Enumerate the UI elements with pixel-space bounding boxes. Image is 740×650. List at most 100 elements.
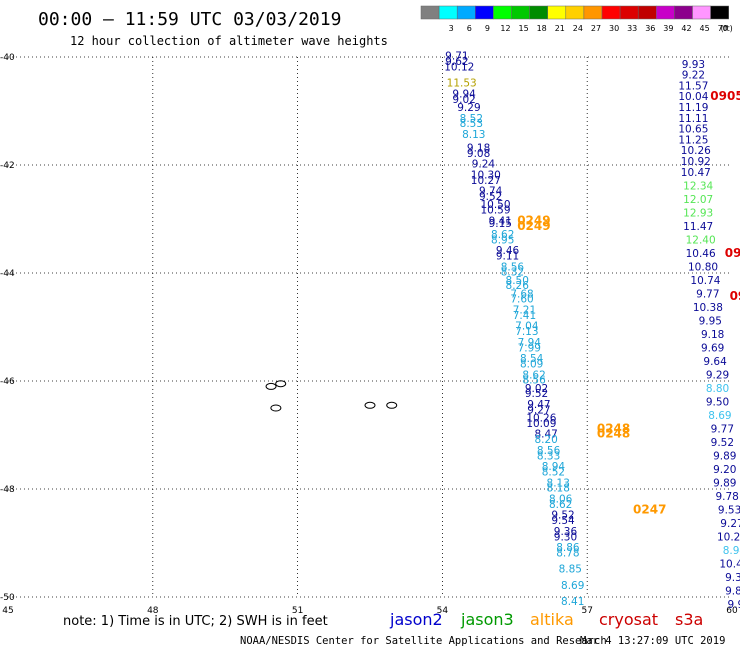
wave-height-label: 8.33: [537, 450, 560, 462]
wave-height-label: 7.68: [510, 288, 533, 300]
wave-height-label: 10.92: [681, 156, 711, 168]
wave-height-label: 10.23: [717, 531, 740, 543]
wave-height-label: 7.94: [518, 337, 542, 349]
colorbar-label: 45: [700, 24, 710, 33]
wave-height-label: 8.95: [491, 234, 514, 246]
colorbar-swatch: [674, 5, 693, 20]
wave-height-label: 8.69: [561, 580, 584, 592]
satellite-legend-jason2: jason2: [389, 610, 443, 629]
y-tick-label: -50: [0, 593, 15, 603]
wave-height-label: 9.18: [467, 143, 490, 155]
pass-time-label: 0249: [517, 213, 550, 227]
colorbar-swatch: [529, 5, 548, 20]
wave-height-label: 10.27: [471, 175, 501, 187]
wave-height-label: 9.95: [699, 315, 722, 327]
wave-height-label: 8.52: [542, 467, 565, 479]
satellite-legend-altika: altika: [530, 610, 574, 629]
chart-subtitle: 12 hour collection of altimeter wave hei…: [70, 34, 388, 48]
map-grid: [8, 56, 732, 598]
island-outline: [386, 401, 398, 409]
wave-height-label: 9.93: [682, 59, 705, 71]
colorbar-label: 9: [485, 24, 490, 33]
wave-height-label: 8.50: [506, 275, 529, 287]
pass-time-label: 0248: [597, 421, 630, 435]
colorbar-swatch: [656, 5, 675, 20]
wave-height-label: 9.78: [715, 491, 738, 503]
colorbar-swatch: [601, 5, 621, 20]
colorbar-swatch: [438, 5, 458, 20]
wave-height-label: 8.53: [460, 118, 483, 130]
wave-height-label: 9.41: [489, 215, 512, 227]
pass-time-label: 0249: [517, 219, 550, 233]
colorbar-legend: 3 6 9 12 15 18 21 24 27 30 33 36 39 42 45 70(ft): [420, 5, 733, 33]
wave-height-label: 11.11: [678, 113, 708, 125]
wave-height-label: 9.02: [452, 94, 475, 106]
wave-height-label: 8.54: [520, 353, 544, 365]
chart-title: 00:00 — 11:59 UTC 03/03/2019: [38, 9, 341, 30]
wave-height-label: 10.04: [678, 91, 708, 103]
wave-height-label: 9.27: [527, 404, 550, 416]
colorbar-swatch: [547, 5, 567, 20]
wave-height-label: 9.29: [457, 102, 480, 114]
wave-height-label: 8.80: [706, 383, 729, 395]
colorbar-swatch: [619, 5, 639, 20]
wave-height-label: 10.12: [444, 62, 474, 74]
wave-height-label: 10.65: [678, 124, 708, 136]
wave-height-label: 9.54: [551, 515, 575, 527]
wave-height-label: 10.26: [526, 413, 556, 425]
x-tick-label: 45: [2, 606, 13, 616]
colorbar-swatch: [565, 5, 585, 20]
colorbar-label: 6: [467, 24, 472, 33]
colorbar-swatch: [637, 5, 657, 20]
wave-height-label: 8.18: [547, 483, 570, 495]
wave-height-label: 9.15: [489, 218, 512, 230]
island-outline: [275, 380, 287, 388]
wave-height-label: 9.11: [496, 251, 519, 263]
colorbar-label: 39: [663, 24, 673, 33]
wave-height-label: 9.27: [720, 518, 740, 530]
satellite-legend-jason3: jason3: [460, 610, 514, 629]
wave-height-label: 8.62: [522, 369, 545, 381]
colorbar-swatch: [710, 5, 729, 20]
y-tick-label: -48: [0, 485, 15, 495]
pass-time-label: 0247: [633, 502, 666, 516]
wave-height-label: 8.09: [520, 359, 543, 371]
colorbar-swatch: [420, 5, 440, 20]
wave-height-label: 11.19: [678, 102, 708, 114]
wave-height-label: 9.71: [445, 51, 468, 63]
wave-height-label: 10.47: [681, 167, 711, 179]
wave-height-label: 8.62: [491, 229, 514, 241]
wave-height-label: 9.20: [713, 464, 736, 476]
y-tick-label: -40: [0, 53, 15, 63]
x-tick-label: 51: [292, 606, 303, 616]
colorbar-label: 36: [645, 24, 655, 33]
wave-height-label: 9.89: [713, 477, 736, 489]
wave-height-label: 9.53: [718, 504, 740, 516]
satellite-legend-cryosat: cryosat: [599, 610, 658, 629]
colorbar-swatch: [511, 5, 530, 20]
wave-height-label: 9.47: [527, 399, 550, 411]
wave-height-label: 10.09: [526, 418, 556, 430]
wave-height-label: 7.04: [515, 321, 539, 333]
wave-height-label: 9.52: [479, 191, 502, 203]
colorbar-label: 12: [500, 24, 510, 33]
colorbar-label: 33: [627, 24, 637, 33]
wave-height-label: 9.89: [713, 450, 736, 462]
wave-height-label: 11.53: [447, 78, 477, 90]
wave-height-label: 9.36: [554, 526, 578, 538]
wave-height-label: 10.74: [690, 275, 720, 287]
wave-height-label: 7.99: [518, 342, 541, 354]
wave-height-label: 9.24: [472, 159, 496, 171]
wave-height-label: 8.94: [542, 461, 566, 473]
island-outline: [265, 382, 277, 390]
wave-height-label: 9.77: [696, 288, 719, 300]
wave-height-label: 12.07: [683, 194, 713, 206]
wave-height-label: 10.59: [480, 205, 510, 217]
wave-height-label: 12.34: [683, 180, 713, 192]
wave-height-label: 8.56: [537, 445, 561, 457]
wave-height-label: 8.13: [547, 477, 570, 489]
wave-height-label: 8.56: [522, 375, 546, 387]
wave-height-label: 9.46: [496, 245, 520, 257]
axis-tick-labels: 45 48 51 54 57 60 -40 -42 -44 -46 -48 -50: [0, 53, 738, 616]
